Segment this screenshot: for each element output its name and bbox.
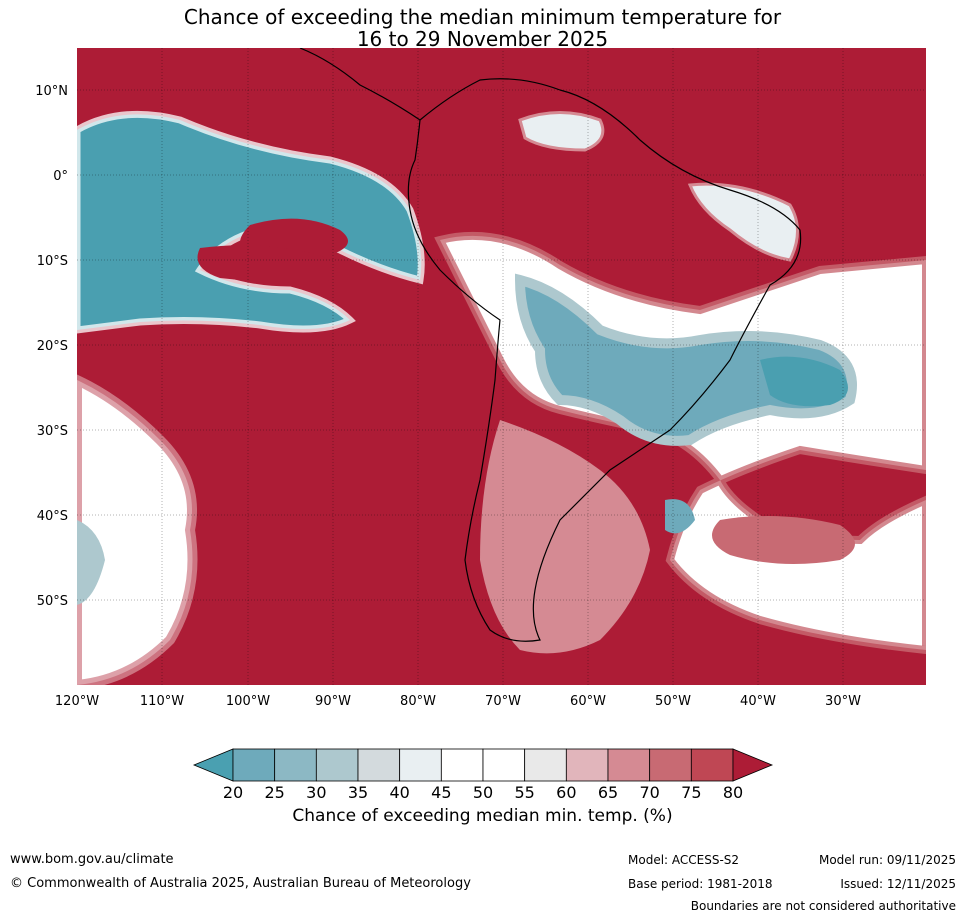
colorbar-tick-label: 25 (264, 783, 284, 800)
colorbar-tick-label: 20 (223, 783, 243, 800)
lon-gridlines (161, 48, 844, 685)
lon-label-90w: 90°W (315, 694, 351, 709)
colorbar-cell (524, 748, 567, 782)
lon-label-100w: 100°W (226, 694, 270, 709)
colorbar-tick-label: 40 (389, 783, 409, 800)
issued-date: Issued: 12/11/2025 (840, 877, 956, 891)
colorbar-cell (565, 748, 609, 782)
lat-label-30s: 30°S (37, 424, 68, 439)
model-name: Model: ACCESS-S2 (628, 853, 740, 867)
central-america-outline (299, 48, 421, 121)
lon-label-60w: 60°W (570, 694, 606, 709)
base-period: Base period: 1981-2018 (628, 877, 773, 891)
colorbar-cells (232, 748, 734, 782)
colorbar-cell (482, 748, 526, 782)
colorbar: 20 25 30 35 40 45 50 55 60 65 70 75 80 (192, 748, 774, 800)
colorbar-cell (440, 748, 484, 782)
lat-label-50s: 50°S (37, 594, 68, 609)
lon-label-30w: 30°W (825, 694, 861, 709)
pacific-warm-band (197, 245, 338, 283)
south-atlantic-cool-spot (665, 499, 695, 534)
colorbar-tick-label: 70 (639, 783, 659, 800)
lat-label-40s: 40°S (37, 509, 68, 524)
colorbar-label: Chance of exceeding median min. temp. (%… (292, 806, 673, 826)
colorbar-tick-label: 45 (431, 783, 451, 800)
lat-gridlines (77, 89, 926, 601)
colorbar-extend-low (192, 748, 234, 782)
guiana-cool-patch (687, 182, 799, 262)
lon-label-120w: 120°W (55, 694, 99, 709)
copyright-text: © Commonwealth of Australia 2025, Austra… (10, 876, 471, 891)
lon-label-80w: 80°W (400, 694, 436, 709)
colorbar-tick-label: 75 (681, 783, 701, 800)
colorbar-cell (690, 748, 734, 782)
lon-label-110w: 110°W (140, 694, 184, 709)
colorbar-cell (232, 748, 276, 782)
lat-label-10n: 10°N (35, 84, 68, 99)
lon-label-70w: 70°W (485, 694, 521, 709)
colorbar-tick-label: 35 (348, 783, 368, 800)
bom-climate-link[interactable]: www.bom.gov.au/climate (10, 852, 174, 867)
boundaries-disclaimer: Boundaries are not considered authoritat… (690, 899, 956, 913)
colorbar-cell (274, 748, 317, 782)
model-run-date: Model run: 09/11/2025 (818, 853, 956, 867)
colorbar-tick-label: 65 (598, 783, 618, 800)
colorbar-tick-label: 55 (514, 783, 534, 800)
colorbar-cell (357, 748, 401, 782)
lat-label-0: 0° (53, 169, 68, 184)
south-america-landmass (407, 78, 802, 642)
colorbar-extend-high (732, 748, 774, 782)
south-atlantic-warm-patch (712, 516, 855, 564)
atlantic-cool-core (760, 356, 848, 407)
colorbar-tick-label: 60 (556, 783, 576, 800)
caribbean-cool-patch (518, 111, 605, 152)
map-plot-area (77, 48, 926, 685)
lon-label-40w: 40°W (740, 694, 776, 709)
lat-label-10s: 10°S (37, 254, 68, 269)
se-pacific-neutral-patch (77, 374, 198, 685)
colorbar-cell (315, 748, 359, 782)
colorbar-tick-label: 50 (473, 783, 493, 800)
se-pacific-cool-spot (77, 520, 105, 605)
patagonian-shelf-pink (480, 420, 650, 654)
colorbar-cell (649, 748, 692, 782)
brazil-cool-core (514, 273, 857, 446)
colorbar-tick-label: 30 (306, 783, 326, 800)
forecast-map: 10°N 0° 10°S 20°S 30°S 40°S 50°S 120°W 1… (35, 48, 926, 800)
colorbar-tick-label: 80 (723, 783, 743, 800)
colorbar-cell (399, 748, 442, 782)
lon-label-50w: 50°W (655, 694, 691, 709)
map-title-line2: 16 to 29 November 2025 (356, 27, 609, 51)
lat-label-20s: 20°S (37, 339, 68, 354)
colorbar-cell (607, 748, 651, 782)
map-title-line1: Chance of exceeding the median minimum t… (183, 5, 782, 29)
colorbar-tick-labels: 20 25 30 35 40 45 50 55 60 65 70 75 80 (223, 783, 743, 800)
